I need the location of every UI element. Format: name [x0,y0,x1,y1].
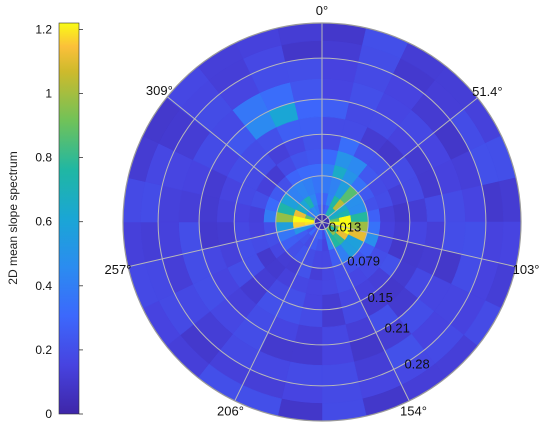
spectrum-cell [298,307,323,328]
colorbar-tick-label: 0.4 [35,279,52,293]
spectrum-cell [216,198,237,223]
spectrum-cell [198,221,220,250]
spectrum-cell [289,78,323,103]
radial-tick-label: 0.15 [368,290,393,305]
spectrum-cell [441,221,466,255]
spectrum-cell [178,221,203,255]
polar-grid [127,23,517,402]
spectrum-cell [461,221,487,259]
spectrum-cell [393,202,411,223]
radial-labels: 0.013 0.079 0.15 0.21 0.28 [329,220,430,372]
spectrum-cell [285,361,323,387]
spectrum-cell [321,116,346,137]
angle-labels: 0° 51.4° 103° 154° 206° 257° 309° [104,3,539,419]
spectrum-cell [294,324,323,346]
spectrum-cell [321,78,355,103]
spectrum-cell [178,189,203,223]
spectrum-cell [407,221,428,246]
spectrum-cell [321,98,350,120]
colorbar-tick-label: 0 [45,407,52,421]
polar-plot: 0°51.4°103°154°206°257°309° 0.0130.0790.… [104,3,540,422]
spectrum-cell [285,57,323,83]
angle-spoke [321,221,517,268]
colorbar-gradient [58,22,80,415]
colorbar-tick-label: 1.2 [35,22,52,36]
spectrum-cell [321,307,346,328]
colorbar-tick-label: 0.2 [35,343,52,357]
spectrum-cell [461,185,487,223]
spectrum-cell [157,185,183,223]
spectrum-cell [289,341,323,366]
spectrum-cell [321,57,359,83]
spectrum-cell [407,198,428,223]
angle-tick-label: 206° [217,404,244,419]
spectrum-cell [298,116,323,137]
radial-tick-label: 0.079 [347,253,380,268]
spectrum-cell [216,221,237,246]
spectrum-cell [441,189,466,223]
spectrum-cell [321,293,342,311]
angle-tick-label: 154° [400,404,427,419]
angle-tick-label: 103° [513,262,540,277]
spectrum-cell [321,361,359,387]
colorbar-ticks: 0 0.2 0.4 0.6 0.8 1 1.2 [35,22,83,421]
angle-spoke [167,96,323,223]
angle-spoke [321,221,410,402]
angle-spoke [321,97,478,223]
angle-spoke [234,221,323,402]
angle-tick-label: 51.4° [472,84,503,99]
spectrum-cell [321,324,350,346]
radial-tick-label: 0.21 [385,321,410,336]
radial-tick-label: 0.28 [404,356,429,371]
colorbar-tick-label: 0.8 [35,151,52,165]
colorbar: 0 0.2 0.4 0.6 0.8 1 1.2 2D mean slope spectrum [6,22,83,421]
spectrum-cell [157,221,183,259]
outer-circle [122,22,522,422]
spectrum-cell [302,133,323,151]
angle-tick-label: 0° [316,3,328,18]
spectrum-cell [294,98,323,120]
angle-spoke [127,221,323,268]
spectrum-cell [424,194,446,223]
angle-tick-label: 257° [104,262,131,277]
colorbar-tick-label: 1 [45,87,52,101]
radial-tick-label: 0.013 [329,220,362,235]
spectrum-cell [424,221,446,250]
spectrum-cell [198,194,220,223]
colorbar-tick-label: 0.6 [35,215,52,229]
spectrum-cell [321,341,355,366]
colorbar-label: 2D mean slope spectrum [6,151,20,284]
angle-tick-label: 309° [146,83,173,98]
